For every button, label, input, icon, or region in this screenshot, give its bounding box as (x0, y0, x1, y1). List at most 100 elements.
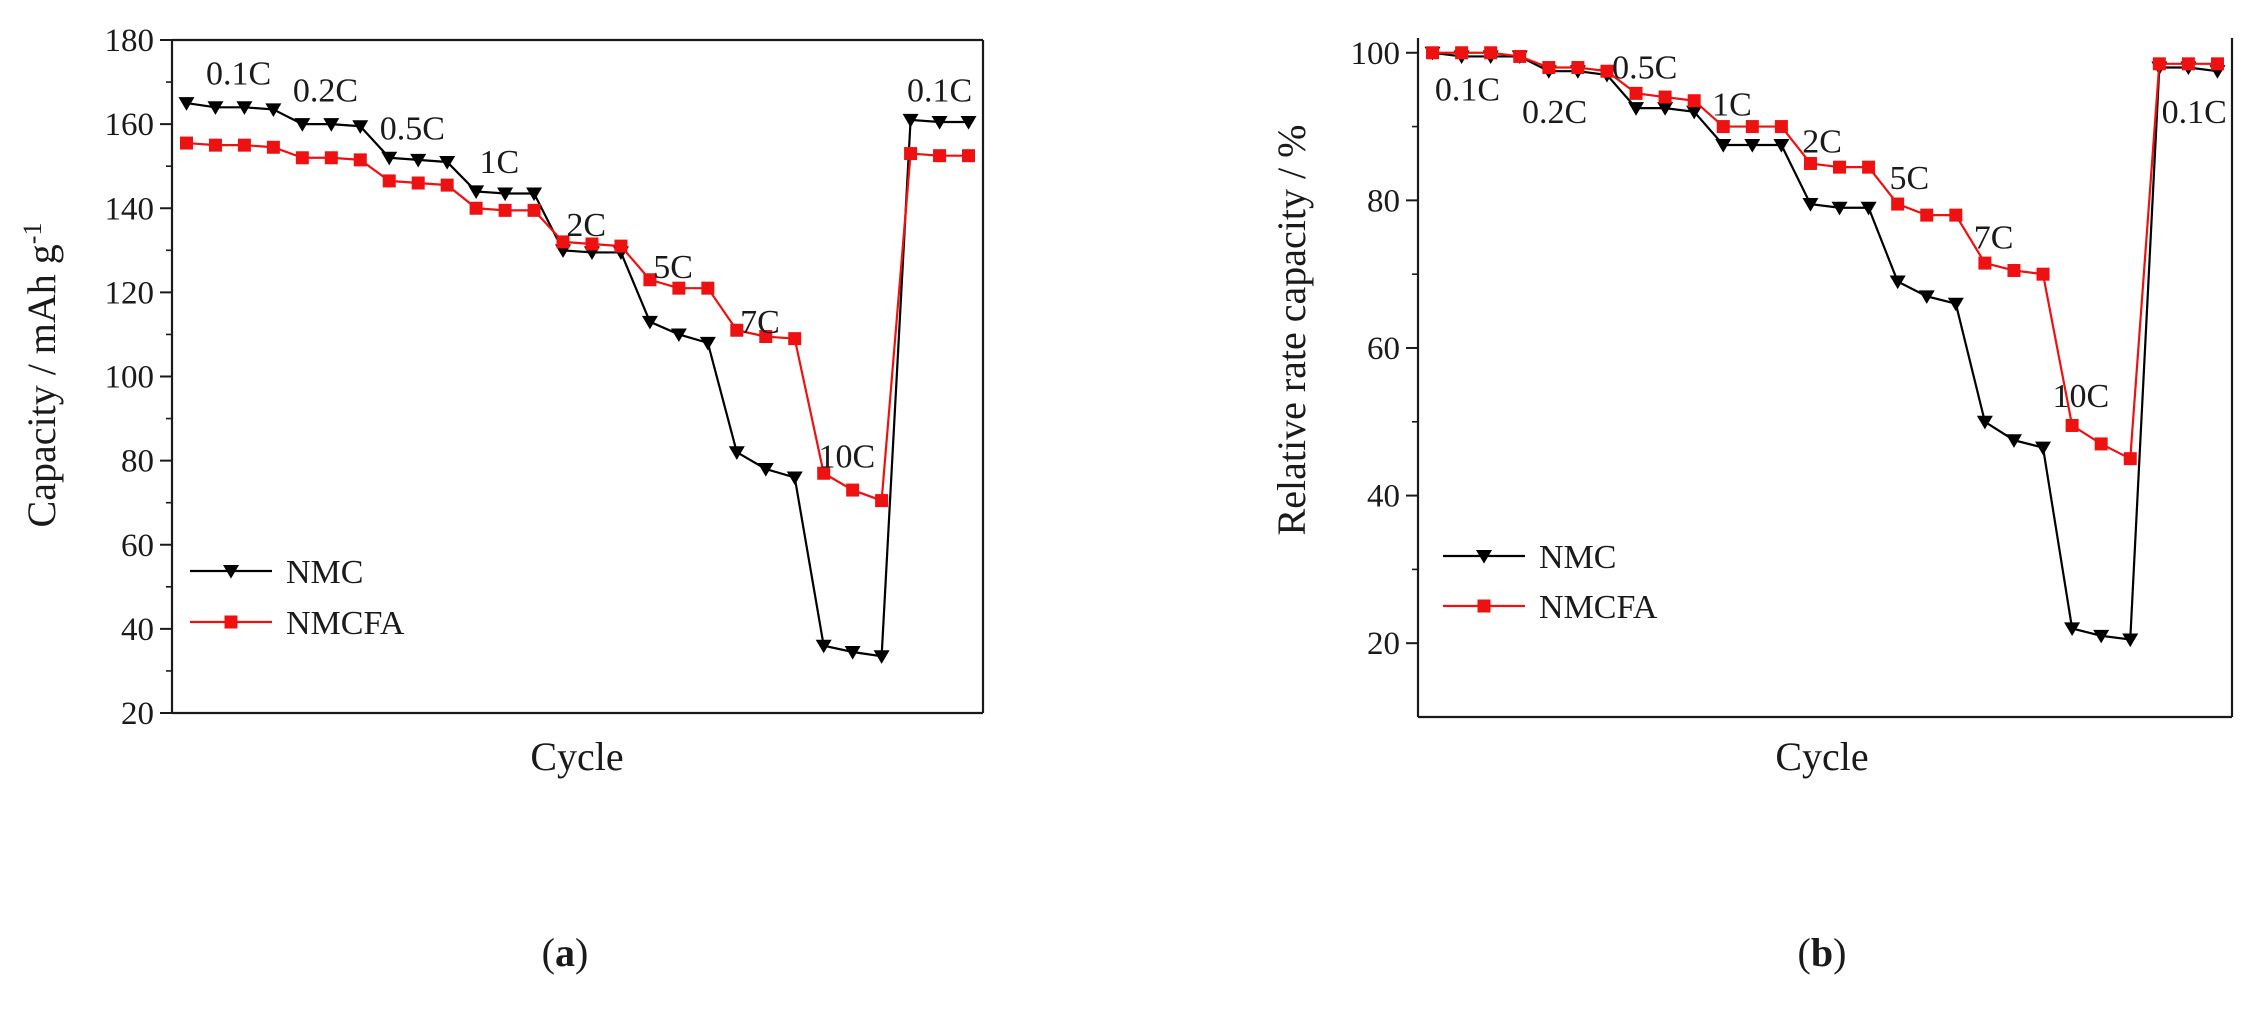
a-nmcfa-point (324, 151, 338, 165)
a-nmc-point (699, 336, 716, 351)
b-rate-annotation: 5C (1889, 160, 1929, 197)
panel-b-chart: 20 40 60 80 100 Cycle Relative rate capacity /… (1269, 36, 2234, 779)
b-x-axis-title: Cycle (1775, 734, 1868, 779)
b-nmcfa-point (1891, 197, 1905, 211)
b-y-tick-label: 100 (1351, 36, 1401, 72)
b-rate-annotation: 0.1C (2162, 94, 2227, 131)
b-nmc-point (1802, 198, 1819, 212)
b-nmcfa-point (1687, 94, 1701, 108)
b-nmc-point (1889, 275, 1906, 290)
a-y-tick-label: 120 (105, 275, 155, 311)
a-nmcfa-point (295, 151, 309, 165)
b-nmc-point (1831, 201, 1848, 216)
b-nmcfa-point (2210, 57, 2224, 71)
b-rate-annotation: 10C (2052, 378, 2109, 415)
a-y-tick-label: 180 (105, 23, 155, 59)
b-rate-annotation: 0.2C (1522, 94, 1587, 131)
a-nmcfa-point (208, 138, 222, 152)
a-nmc-point (381, 151, 398, 166)
b-rate-annotation: 0.5C (1612, 50, 1677, 87)
b-nmc-line (1432, 51, 2218, 641)
a-nmc-point (526, 187, 543, 202)
a-nmcfa-point (469, 201, 483, 215)
b-nmc-point (1947, 297, 1964, 312)
b-nmc-point (2005, 434, 2022, 448)
b-nmc-point (1860, 201, 1877, 216)
a-nmcfa-point (875, 494, 889, 508)
b-nmcfa-point (1600, 64, 1614, 78)
a-legend-label-nmcfa: NMCFA (286, 605, 405, 642)
a-nmcfa-point (237, 138, 251, 152)
panel-a-chart: 20 40 60 80 100 120 140 160 180 Cycle Capacity / m… (18, 23, 985, 779)
b-y-tick-label: 80 (1367, 183, 1400, 219)
b-nmcfa-point (2094, 437, 2108, 451)
a-y-tick-label: 60 (121, 528, 154, 564)
a-nmc-point (641, 315, 658, 330)
a-nmcfa-point (585, 237, 599, 251)
a-nmcfa-point (527, 203, 541, 217)
b-nmcfa-point (1484, 46, 1498, 60)
a-nmcfa-point (179, 136, 193, 150)
a-nmc-point (439, 155, 456, 170)
b-nmcfa-point (1542, 61, 1556, 75)
b-nmc-point (2035, 441, 2052, 456)
a-nmcfa-point (759, 330, 773, 344)
a-nmcfa-point (904, 147, 918, 161)
a-nmc-point (728, 446, 745, 460)
a-nmc-line (186, 102, 969, 658)
a-legend-marker-nmcfa (224, 615, 238, 629)
b-nmc-point (2093, 629, 2110, 644)
a-nmcfa-line (186, 141, 969, 503)
a-legend-label-nmc: NMC (286, 554, 363, 591)
a-nmcfa-point (266, 140, 280, 154)
a-nmcfa-point (440, 178, 454, 192)
a-nmcfa-point (498, 203, 512, 217)
b-nmcfa-point (1978, 256, 1992, 270)
b-nmc-point (1918, 290, 1935, 304)
a-rate-annotation: 1C (479, 144, 519, 181)
b-nmcfa-point (2123, 452, 2137, 466)
a-nmcfa-point (701, 281, 715, 295)
b-nmcfa-point (1629, 86, 1643, 100)
a-nmcfa-point (614, 239, 628, 253)
b-nmcfa-point (1920, 208, 1934, 222)
b-nmcfa-point (1862, 160, 1876, 174)
b-nmcfa-point (2065, 418, 2079, 432)
a-nmc-point (815, 639, 832, 654)
b-y-axis-title: Relative rate capacity / % (1269, 125, 1314, 536)
a-y-tick-label: 140 (105, 191, 155, 227)
a-nmc-point (844, 646, 861, 660)
a-rate-annotation: 0.1C (907, 72, 972, 109)
a-nmc-point (931, 116, 948, 130)
a-nmc-point (352, 120, 369, 134)
b-rate-annotation: 1C (1712, 86, 1752, 123)
a-nmc-point (410, 153, 427, 168)
b-rate-annotation: 7C (1974, 219, 2014, 256)
a-nmc-point (902, 113, 919, 128)
b-nmc-point (1715, 139, 1732, 153)
b-nmc-point (1628, 102, 1645, 116)
b-nmcfa-point (2152, 57, 2166, 71)
b-nmc-point (1744, 139, 1761, 153)
a-nmc-point (236, 101, 253, 115)
a-nmcfa-point (643, 273, 657, 287)
a-nmc-point (207, 101, 224, 115)
b-nmcfa-point (1513, 49, 1527, 63)
a-nmcfa-point (962, 149, 976, 163)
a-nmc-point (757, 463, 774, 477)
b-y-tick-label: 40 (1367, 479, 1400, 515)
panel-b-label: (b) (1798, 930, 1847, 975)
a-nmc-point (670, 328, 687, 343)
b-nmc-point (1976, 415, 1993, 430)
a-y-tick-label: 160 (105, 107, 155, 143)
a-rate-annotation: 0.1C (206, 56, 271, 93)
b-nmcfa-point (1658, 90, 1672, 104)
b-nmcfa-point (2036, 267, 2050, 281)
a-nmcfa-point (353, 153, 367, 167)
a-nmcfa-point (382, 174, 396, 188)
b-nmcfa-point (1774, 120, 1788, 134)
b-nmc-point (2064, 622, 2081, 637)
b-nmc-point (1686, 105, 1703, 120)
a-rate-annotation: 10C (819, 438, 876, 475)
